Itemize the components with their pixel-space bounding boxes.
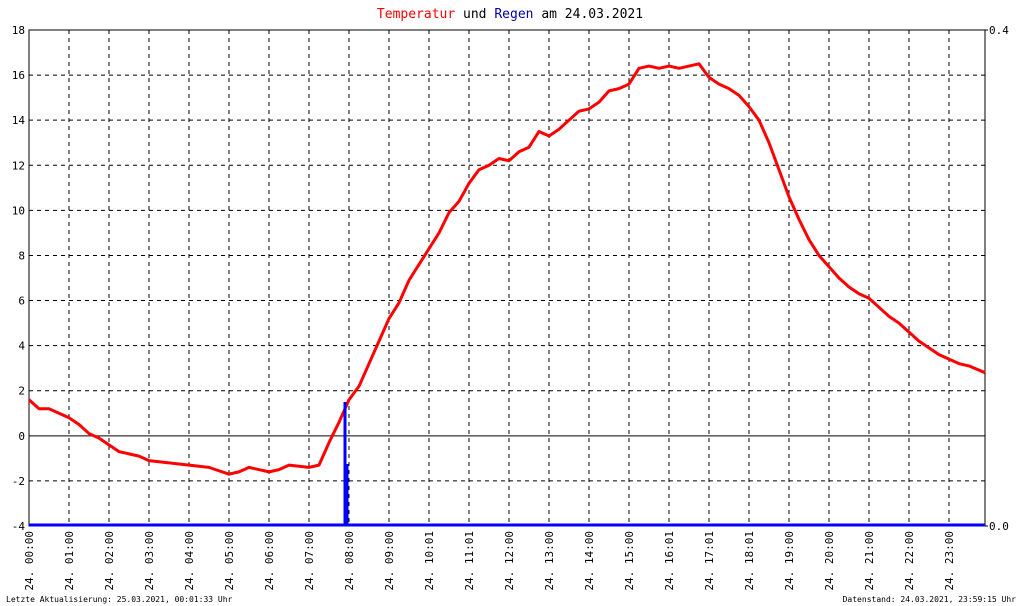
- x-tick-label: 24. 16:01: [663, 531, 676, 591]
- y-tick-label: 4: [18, 340, 25, 353]
- title-regen: Regen: [494, 7, 533, 22]
- x-tick-label: 24. 22:00: [903, 531, 916, 591]
- x-tick-label: 24. 19:00: [783, 531, 796, 591]
- x-tick-label: 24. 07:00: [303, 531, 316, 591]
- x-tick-label: 24. 20:00: [823, 531, 836, 591]
- plot-frame: [28, 29, 986, 527]
- y-tick-label: 6: [18, 295, 25, 308]
- x-tick-label: 24. 00:00: [23, 531, 36, 591]
- x-tick-label: 24. 05:00: [223, 531, 236, 591]
- x-tick-label: 24. 17:01: [703, 531, 716, 591]
- y-tick-label: -4: [12, 520, 26, 533]
- temperature-line: [27, 62, 986, 476]
- x-tick-label: 24. 08:00: [343, 531, 356, 591]
- y-tick-label: 14: [12, 114, 26, 127]
- x-tick-label: 24. 13:00: [543, 531, 556, 591]
- x-tick-label: 24. 18:01: [743, 531, 756, 591]
- x-tick-label: 24. 12:00: [503, 531, 516, 591]
- x-tick-label: 24. 06:00: [263, 531, 276, 591]
- y-tick-label: 18: [12, 24, 25, 37]
- chart-title: Temperatur und Regen am 24.03.2021: [377, 7, 643, 22]
- x-tick-label: 24. 23:00: [943, 531, 956, 591]
- y2-tick-label: 0.0: [989, 520, 1009, 533]
- footer-right: Datenstand: 24.03.2021, 23:59:15 Uhr: [843, 595, 1017, 604]
- x-tick-label: 24. 14:00: [583, 531, 596, 591]
- y-tick-label: 2: [18, 385, 25, 398]
- x-tick-label: 24. 15:00: [623, 531, 636, 591]
- y2-tick-label: 0.4: [989, 24, 1009, 37]
- y-tick-label: 16: [12, 69, 25, 82]
- rain-bar: [345, 464, 349, 526]
- footer-left: Letzte Aktualisierung: 25.03.2021, 00:01…: [6, 595, 233, 604]
- x-tick-label: 24. 02:00: [103, 531, 116, 591]
- x-tick-label: 24. 04:00: [183, 531, 196, 591]
- x-tick-label: 24. 11:01: [463, 531, 476, 591]
- y-tick-label: 0: [18, 430, 25, 443]
- y-tick-label: 12: [12, 159, 25, 172]
- rain-bar: [343, 402, 347, 526]
- x-tick-label: 24. 01:00: [63, 531, 76, 591]
- y-tick-label: 10: [12, 204, 25, 217]
- y-tick-label: 8: [18, 249, 25, 262]
- title-temp: Temperatur: [377, 7, 455, 22]
- x-tick-label: 24. 21:00: [863, 531, 876, 591]
- title-und: und: [463, 7, 486, 22]
- x-tick-label: 24. 09:00: [383, 531, 396, 591]
- x-tick-label: 24. 10:01: [423, 531, 436, 591]
- x-tick-label: 24. 03:00: [143, 531, 156, 591]
- title-date: am 24.03.2021: [541, 7, 643, 22]
- y-tick-label: -2: [12, 475, 25, 488]
